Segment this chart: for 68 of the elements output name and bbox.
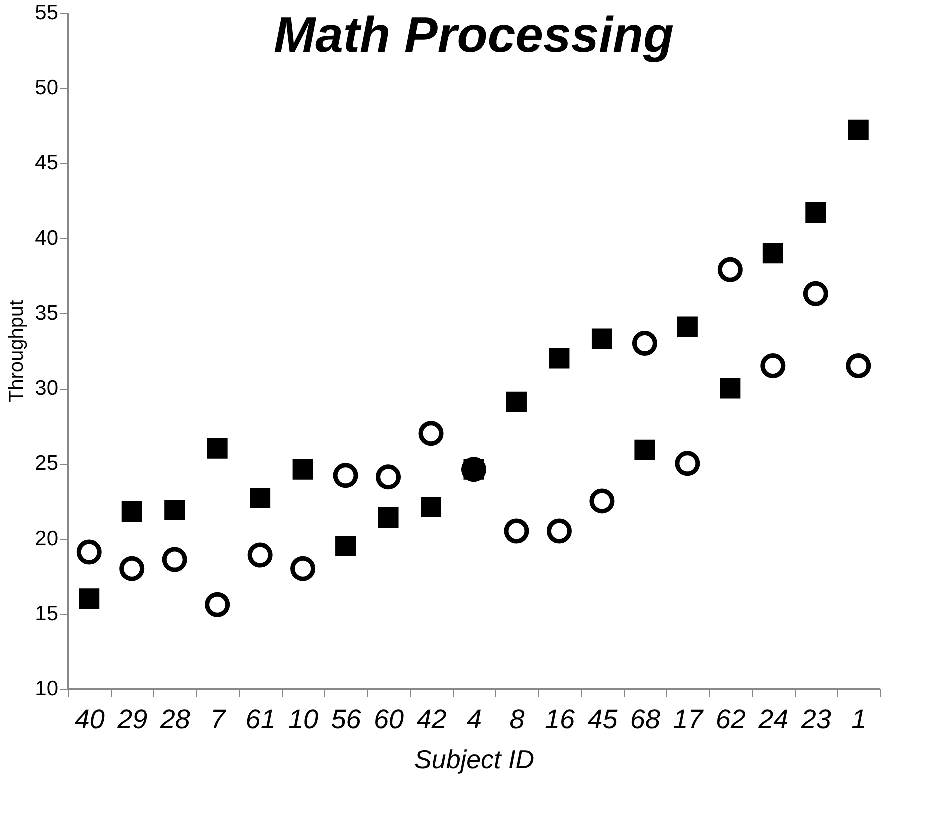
y-tick-label: 35 (35, 302, 58, 325)
point (504, 518, 530, 544)
y-tick-label: 15 (35, 602, 58, 626)
x-tick-label: 56 (331, 704, 362, 734)
point (720, 378, 741, 399)
x-tick-label: 60 (374, 704, 404, 734)
point (762, 243, 784, 264)
x-tick-label: 40 (74, 704, 105, 734)
point (806, 202, 826, 224)
y-axis-title: Throughput (6, 300, 28, 403)
point (549, 348, 570, 369)
x-tick-label: 29 (116, 704, 148, 734)
point (122, 501, 142, 522)
point (207, 438, 228, 459)
point (506, 392, 527, 412)
point (803, 281, 828, 306)
point (592, 328, 612, 350)
point (290, 556, 316, 582)
point (248, 542, 273, 568)
point (292, 459, 314, 480)
point (250, 488, 271, 508)
y-tick-label: 50 (35, 76, 58, 100)
point (205, 592, 230, 618)
x-tick-label: 10 (288, 704, 319, 734)
x-tick-label: 24 (758, 704, 789, 734)
point (590, 488, 615, 514)
y-tick-label: 10 (35, 678, 58, 700)
point (848, 120, 869, 140)
x-tick-label: 8 (510, 704, 525, 734)
point (376, 464, 402, 490)
x-tick-label: 68 (630, 704, 660, 734)
point (162, 547, 188, 572)
y-tick-label: 30 (35, 377, 58, 400)
y-tick-label: 20 (35, 527, 58, 550)
chart-title: Math Processing (274, 7, 674, 63)
point (546, 518, 572, 544)
point (675, 451, 700, 476)
point (333, 463, 358, 488)
point (164, 500, 186, 520)
x-tick-label: 23 (800, 704, 832, 734)
point (718, 257, 743, 282)
x-tick-label: 45 (588, 704, 619, 734)
x-tick-label: 17 (673, 704, 704, 734)
x-axis-title: Subject ID (414, 744, 534, 774)
point (677, 316, 698, 338)
point (120, 556, 145, 582)
y-tick-label: 55 (35, 2, 58, 24)
point (421, 496, 442, 518)
x-tick-label: 1 (852, 704, 867, 734)
point (418, 421, 444, 446)
point (336, 536, 356, 557)
y-tick-label: 45 (35, 152, 58, 175)
point (79, 588, 100, 610)
point (760, 354, 786, 378)
x-tick-label: 42 (416, 704, 447, 734)
y-tick-label: 40 (35, 226, 58, 250)
point (378, 508, 399, 528)
point (634, 440, 656, 460)
x-tick-label: 16 (544, 704, 576, 734)
x-tick-label: 28 (159, 704, 190, 734)
x-tick-label: 4 (466, 704, 482, 734)
x-tick-label: 61 (246, 704, 276, 734)
point (76, 540, 102, 565)
x-tick-label: 62 (716, 704, 746, 734)
y-tick-label: 25 (35, 452, 58, 476)
x-tick-label: 7 (210, 704, 227, 734)
point (846, 354, 872, 378)
point (632, 331, 658, 356)
